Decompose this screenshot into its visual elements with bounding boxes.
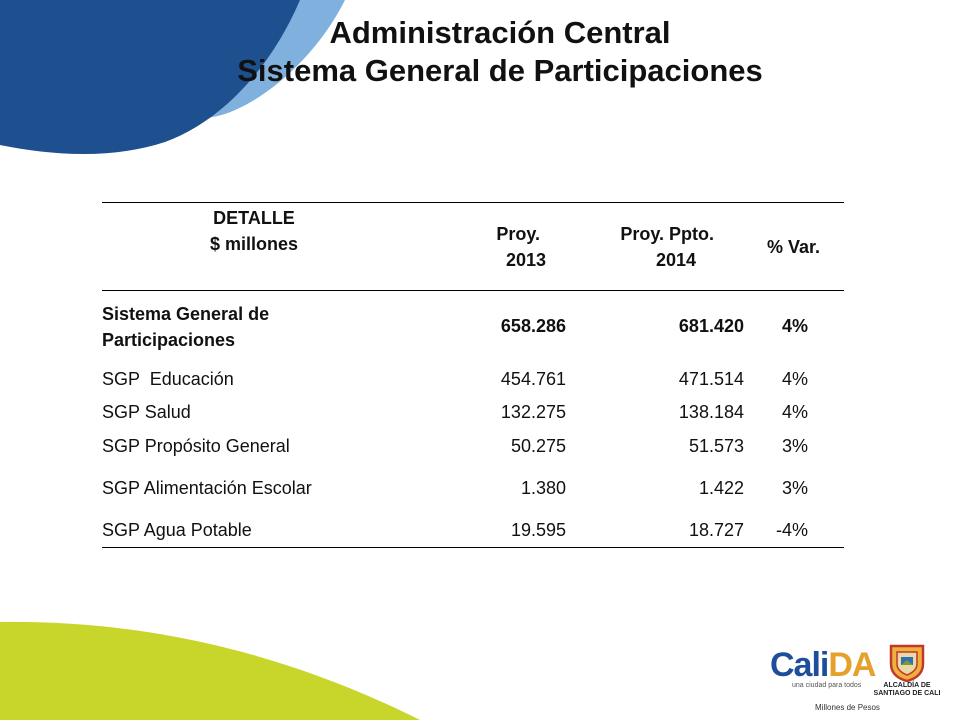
row-proy-2013: 658.286 (500, 316, 566, 337)
table-header-row: DETALLE $ millones Proy. 2013 Proy. Ppto… (102, 202, 844, 291)
title-line-2: Sistema General de Participaciones (237, 53, 763, 88)
header-var: % Var. (766, 236, 820, 257)
page-title: Administración Central Sistema General d… (100, 14, 900, 90)
row-var: 4% (781, 316, 808, 337)
row-proy-2013: 19.595 (510, 519, 566, 540)
table-row: SGP Alimentación Escolar 1.380 1.422 3% (102, 464, 844, 514)
table-row: SGP Propósito General 50.275 51.573 3% (102, 430, 844, 464)
table-row: SGP Salud 132.275 138.184 4% (102, 396, 844, 430)
calida-wordmark: CaliDA (770, 648, 880, 682)
row-proy-2013: 1.380 (520, 478, 566, 498)
row-label: SGP Alimentación Escolar (102, 478, 312, 498)
calida-wordmark-text: CaliDA (770, 646, 876, 684)
row-var: 3% (781, 436, 808, 456)
header-proy-ppto-2014: Proy. Ppto. 2014 (620, 223, 714, 270)
row-ppto-2014: 1.422 (698, 478, 744, 498)
sgp-table: DETALLE $ millones Proy. 2013 Proy. Ppto… (102, 202, 844, 548)
row-proy-2013: 454.761 (500, 368, 566, 389)
row-label: SGP Agua Potable (102, 519, 252, 540)
row-ppto-2014: 18.727 (688, 519, 744, 540)
row-var: 4% (781, 368, 808, 389)
row-ppto-2014: 471.514 (678, 368, 744, 389)
row-proy-2013: 132.275 (500, 402, 566, 422)
header-proy-2013: Proy. 2013 (496, 223, 546, 270)
title-line-1: Administración Central (329, 15, 671, 50)
table-row: Sistema General de Participaciones 658.2… (102, 291, 844, 363)
row-ppto-2014: 138.184 (678, 402, 744, 422)
calida-tagline: una ciudad para todos (792, 682, 862, 689)
header-detalle: DETALLE $ millones (209, 208, 299, 254)
green-wave (0, 621, 420, 720)
alcaldia-label-2: SANTIAGO DE CALI (873, 690, 941, 697)
footnote: Millones de Pesos (815, 703, 880, 712)
calida-wordmark-accent: DA (828, 646, 876, 684)
table-row: SGP Educación 454.761 471.514 4% (102, 363, 844, 396)
alcaldia-logo: ALCALDÍA DE SANTIAGO DE CALI (872, 644, 942, 698)
row-var: 4% (781, 402, 808, 422)
row-label: SGP Salud (102, 402, 191, 422)
row-proy-2013: 50.275 (510, 436, 566, 456)
dark-blue-shape (0, 0, 300, 155)
table-row: SGP Agua Potable 19.595 18.727 -4% (102, 514, 844, 548)
row-label: SGP Educación (102, 368, 234, 389)
row-label: Sistema General de Participaciones (102, 303, 270, 350)
alcaldia-label-1: ALCALDÍA DE (883, 682, 931, 689)
row-var: 3% (781, 478, 808, 498)
row-label: SGP Propósito General (102, 436, 290, 456)
shield-icon (889, 644, 925, 682)
row-ppto-2014: 681.420 (678, 316, 744, 337)
calida-logo: CaliDA una ciudad para todos (770, 648, 880, 698)
row-var: -4% (775, 519, 808, 540)
row-ppto-2014: 51.573 (688, 436, 744, 456)
